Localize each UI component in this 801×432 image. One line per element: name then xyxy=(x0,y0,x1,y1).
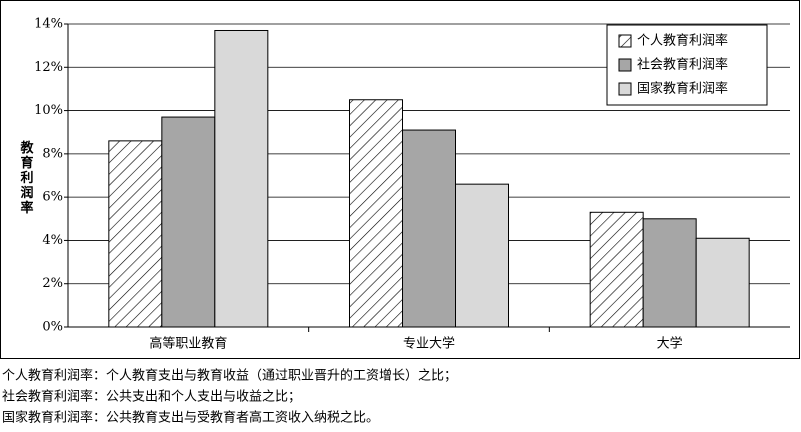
bar xyxy=(214,29,269,328)
footnote: 社会教育利润率：公共支出和个人支出与收益之比； xyxy=(2,389,301,405)
y-tick-label: 0% xyxy=(42,320,63,335)
footnote: 个人教育利润率：个人教育支出与教育收益（通过职业晋升的工资增长）之比； xyxy=(2,368,457,384)
legend-label: 个人教育利润率 xyxy=(637,33,728,49)
bar xyxy=(642,218,697,328)
y-axis-label: 教育利润率 xyxy=(18,140,35,216)
legend-label: 国家教育利润率 xyxy=(637,81,728,97)
y-tick-label: 6% xyxy=(42,190,63,205)
bar xyxy=(589,211,644,328)
y-tick-label: 14% xyxy=(34,17,63,32)
legend-swatch xyxy=(618,82,632,96)
x-tick-label: 大学 xyxy=(657,336,683,352)
bar xyxy=(695,237,750,328)
y-tick-label: 4% xyxy=(42,233,63,248)
legend-swatch xyxy=(618,34,632,48)
bar xyxy=(402,129,456,328)
bar xyxy=(349,99,403,328)
y-tick-label: 10% xyxy=(34,103,63,118)
footnote: 国家教育利润率：公共教育支出与受教育者高工资收入纳税之比。 xyxy=(2,410,379,426)
bar xyxy=(108,140,163,328)
x-tick-label: 专业大学 xyxy=(403,336,455,352)
legend-label: 社会教育利润率 xyxy=(637,57,728,73)
y-tick-label: 2% xyxy=(42,276,63,291)
legend-box xyxy=(606,24,768,106)
x-tick-label: 高等职业教育 xyxy=(149,336,227,352)
legend-swatch xyxy=(618,58,632,72)
bar xyxy=(161,116,216,328)
y-tick-label: 12% xyxy=(34,60,63,75)
bar xyxy=(455,183,509,328)
y-tick-label: 8% xyxy=(42,146,63,161)
